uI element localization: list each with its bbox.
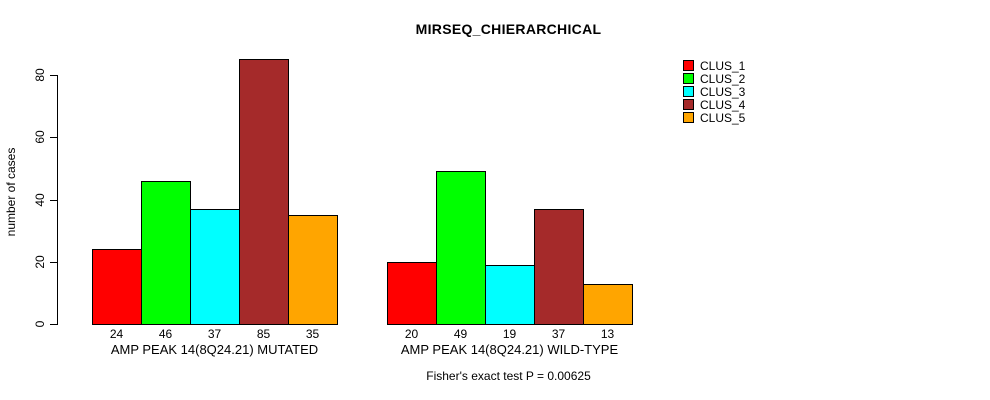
y-axis-tick <box>50 324 57 325</box>
bar-clus_5 <box>288 215 338 325</box>
bar-clus_1 <box>92 249 142 325</box>
legend-item: CLUS_3 <box>683 84 746 99</box>
bar-clus_3 <box>190 209 240 325</box>
legend-item-label: CLUS_4 <box>700 97 746 112</box>
chart-title: MIRSEQ_CHIERARCHICAL <box>415 21 602 37</box>
y-axis-line <box>57 75 58 325</box>
y-axis-tick-label: 20 <box>33 255 47 269</box>
bar-clus_5 <box>583 284 633 325</box>
legend-swatch-icon <box>683 60 694 71</box>
y-axis-label: number of cases <box>4 147 18 237</box>
bar-value-label: 20 <box>404 327 419 341</box>
bar-clus_3 <box>485 265 535 325</box>
y-axis-tick <box>50 262 57 263</box>
bar-value-label: 24 <box>109 327 124 341</box>
legend-item-label: CLUS_5 <box>700 110 746 125</box>
y-axis-tick <box>50 137 57 138</box>
bar-clus_4 <box>239 59 289 325</box>
bar-value-label: 19 <box>502 327 517 341</box>
legend-swatch-icon <box>683 112 694 123</box>
bar-clus_2 <box>436 171 486 325</box>
legend-item: CLUS_2 <box>683 71 746 86</box>
legend-swatch-icon <box>683 99 694 110</box>
legend-item-label: CLUS_2 <box>700 71 746 86</box>
bar-value-label: 85 <box>256 327 271 341</box>
bar-value-label: 35 <box>305 327 320 341</box>
legend-item: CLUS_4 <box>683 97 746 112</box>
bar-value-label: 37 <box>207 327 222 341</box>
fisher-test-annotation: Fisher's exact test P = 0.00625 <box>426 369 591 383</box>
legend: CLUS_1 CLUS_2 CLUS_3 CLUS_4 CLUS_5 <box>683 58 746 125</box>
y-axis-tick-label: 60 <box>33 130 47 144</box>
legend-item-label: CLUS_3 <box>700 84 746 99</box>
x-axis-group-label: AMP PEAK 14(8Q24.21) MUTATED <box>110 342 319 357</box>
legend-item: CLUS_1 <box>683 58 746 73</box>
y-axis-tick-label: 0 <box>33 320 47 328</box>
y-axis-tick <box>50 75 57 76</box>
bar-value-label: 49 <box>453 327 468 341</box>
bar-clus_1 <box>387 262 437 325</box>
legend-swatch-icon <box>683 73 694 84</box>
legend-swatch-icon <box>683 86 694 97</box>
y-axis-tick-label: 40 <box>33 193 47 207</box>
bar-clus_2 <box>141 181 191 325</box>
bar-value-label: 13 <box>600 327 615 341</box>
bar-clus_4 <box>534 209 584 325</box>
bar-value-label: 46 <box>158 327 173 341</box>
bar-value-label: 37 <box>551 327 566 341</box>
y-axis-tick <box>50 200 57 201</box>
y-axis-tick-label: 80 <box>33 68 47 82</box>
x-axis-group-label: AMP PEAK 14(8Q24.21) WILD-TYPE <box>400 342 619 357</box>
legend-item-label: CLUS_1 <box>700 58 746 73</box>
legend-item: CLUS_5 <box>683 110 746 125</box>
